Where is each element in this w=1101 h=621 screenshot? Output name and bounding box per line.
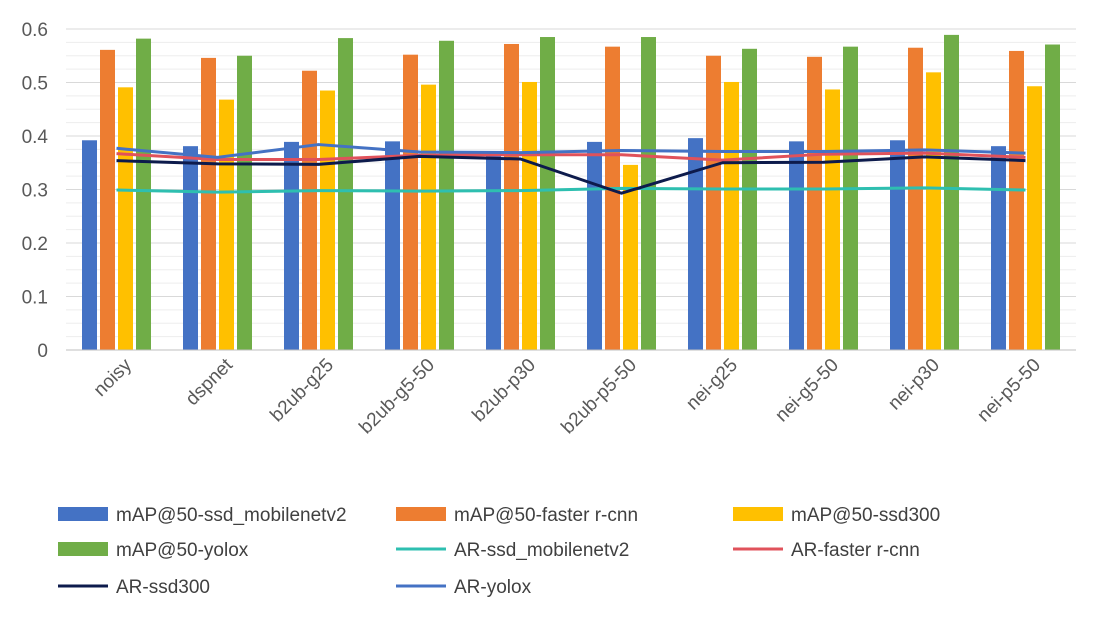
- legend-entry-map-50-ssd300: mAP@50-ssd300: [733, 505, 940, 526]
- bar-map-50-yolox-b2ub-g25: [338, 38, 353, 350]
- x-tick-label-dspnet: dspnet: [182, 354, 238, 410]
- bar-map-50-faster-r-cnn-nei-p30: [908, 47, 923, 350]
- legend-label: mAP@50-yolox: [116, 540, 249, 561]
- line-ar-ssd300: [116, 154, 1026, 195]
- y-tick-label: 0: [37, 341, 48, 362]
- bar-map-50-ssd-mobilenetv2-nei-p30: [890, 140, 905, 350]
- legend-label: AR-ssd_mobilenetv2: [454, 540, 629, 561]
- legend-swatch-bar: [733, 507, 783, 521]
- bar-map-50-ssd-mobilenetv2-nei-p5-50: [991, 146, 1006, 350]
- x-tick-label-noisy: noisy: [90, 354, 137, 401]
- bar-map-50-ssd300-dspnet: [219, 99, 234, 351]
- bar-map-50-ssd-mobilenetv2-b2ub-p30: [486, 154, 501, 350]
- x-tick-label-nei-g25: nei-g25: [682, 355, 742, 415]
- bar-map-50-yolox-nei-g5-50: [843, 46, 858, 350]
- legend-entry-ar-ssd300: AR-ssd300: [58, 577, 210, 598]
- x-tick-label-nei-g5-50: nei-g5-50: [771, 355, 843, 427]
- y-tick-label: 0.5: [22, 74, 48, 95]
- legend-entry-ar-ssd-mobilenetv2: AR-ssd_mobilenetv2: [396, 540, 629, 561]
- bar-map-50-ssd300-nei-p30: [926, 72, 941, 351]
- bar-map-50-yolox-nei-p30: [944, 34, 959, 350]
- bar-map-50-faster-r-cnn-nei-g25: [706, 55, 721, 350]
- y-tick-label: 0.3: [22, 181, 48, 202]
- bar-map-50-ssd300-nei-g5-50: [825, 89, 840, 350]
- bar-map-50-faster-r-cnn-noisy: [100, 49, 115, 351]
- line-layer: [116, 143, 1026, 195]
- x-tick-label-b2ub-p5-50: b2ub-p5-50: [557, 355, 641, 439]
- x-tick-label-nei-p5-50: nei-p5-50: [973, 355, 1045, 427]
- legend-label: mAP@50-faster r-cnn: [454, 505, 638, 526]
- legend-swatch-bar: [58, 542, 108, 556]
- legend-entry-ar-faster-r-cnn: AR-faster r-cnn: [733, 540, 920, 561]
- bar-map-50-yolox-nei-p5-50: [1045, 44, 1060, 350]
- x-tick-label-b2ub-g25: b2ub-g25: [266, 355, 338, 427]
- y-tick-label: 0.4: [22, 127, 49, 148]
- y-tick-label: 0.1: [22, 288, 48, 309]
- legend-entry-map-50-ssd-mobilenetv2: mAP@50-ssd_mobilenetv2: [58, 505, 347, 526]
- bar-map-50-ssd300-nei-p5-50: [1027, 86, 1042, 351]
- bar-map-50-ssd-mobilenetv2-nei-g5-50: [789, 141, 804, 350]
- legend-entry-ar-yolox: AR-yolox: [396, 577, 532, 598]
- bar-map-50-yolox-b2ub-p30: [540, 37, 555, 351]
- bar-map-50-faster-r-cnn-nei-p5-50: [1009, 50, 1024, 351]
- bar-map-50-ssd-mobilenetv2-b2ub-p5-50: [587, 141, 602, 350]
- x-tick-label-nei-p30: nei-p30: [884, 355, 944, 415]
- bar-map-50-faster-r-cnn-b2ub-p5-50: [605, 46, 620, 350]
- line-ar-ssd-mobilenetv2: [116, 186, 1026, 194]
- legend-swatch-bar: [58, 507, 108, 521]
- bar-layer: [82, 34, 1060, 351]
- bar-map-50-ssd300-b2ub-g5-50: [421, 84, 436, 350]
- y-tick-label: 0.2: [22, 234, 48, 255]
- y-tick-label: 0.6: [22, 20, 48, 41]
- bar-map-50-faster-r-cnn-b2ub-g5-50: [403, 54, 418, 351]
- bar-map-50-yolox-nei-g25: [742, 48, 757, 351]
- bar-map-50-ssd-mobilenetv2-b2ub-g25: [284, 141, 299, 350]
- line-ar-faster-r-cnn: [116, 151, 1026, 162]
- x-tick-label-b2ub-g5-50: b2ub-g5-50: [355, 355, 439, 439]
- bar-map-50-ssd300-b2ub-p30: [522, 81, 537, 350]
- legend-label: mAP@50-ssd300: [791, 505, 940, 526]
- legend-label: mAP@50-ssd_mobilenetv2: [116, 505, 347, 526]
- bar-map-50-ssd-mobilenetv2-noisy: [82, 140, 97, 350]
- bar-map-50-faster-r-cnn-b2ub-p30: [504, 43, 519, 350]
- bar-map-50-ssd300-noisy: [118, 87, 133, 350]
- bar-map-50-faster-r-cnn-b2ub-g25: [302, 70, 317, 350]
- bar-map-50-yolox-b2ub-g5-50: [439, 40, 454, 351]
- bar-map-50-ssd300-b2ub-g25: [320, 90, 335, 351]
- bar-map-50-ssd-mobilenetv2-dspnet: [183, 146, 198, 350]
- bar-map-50-faster-r-cnn-nei-g5-50: [807, 56, 822, 350]
- legend-label: AR-faster r-cnn: [791, 540, 920, 561]
- bar-map-50-ssd300-nei-g25: [724, 81, 739, 350]
- bar-map-50-ssd-mobilenetv2-nei-g25: [688, 138, 703, 350]
- legend-swatch-bar: [396, 507, 446, 521]
- bar-map-50-yolox-dspnet: [237, 55, 252, 350]
- bar-map-50-faster-r-cnn-dspnet: [201, 57, 216, 350]
- bar-map-50-ssd-mobilenetv2-b2ub-g5-50: [385, 141, 400, 350]
- legend-label: AR-ssd300: [116, 577, 210, 598]
- bar-map-50-yolox-noisy: [136, 38, 151, 350]
- legend-label: AR-yolox: [454, 577, 532, 598]
- bar-map-50-yolox-b2ub-p5-50: [641, 37, 656, 351]
- line-ar-yolox: [116, 143, 1026, 159]
- legend-entry-map-50-yolox: mAP@50-yolox: [58, 540, 249, 561]
- x-tick-label-b2ub-p30: b2ub-p30: [468, 355, 540, 427]
- bar-map-50-ssd300-b2ub-p5-50: [623, 164, 638, 350]
- legend: mAP@50-ssd_mobilenetv2 mAP@50-faster r-cn…: [58, 505, 940, 598]
- legend-entry-map-50-faster-r-cnn: mAP@50-faster r-cnn: [396, 505, 638, 526]
